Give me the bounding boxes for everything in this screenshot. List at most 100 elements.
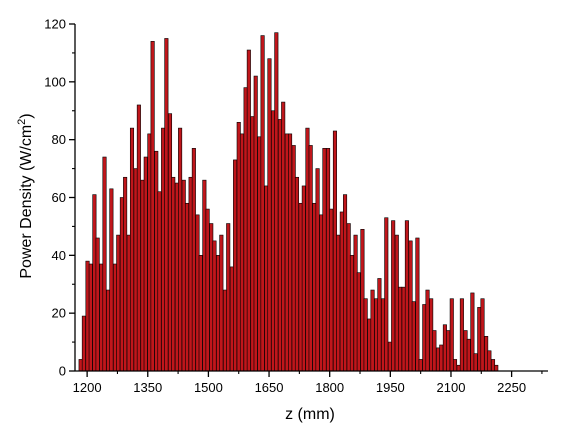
bar xyxy=(439,344,444,372)
bar xyxy=(294,176,299,372)
bar xyxy=(394,234,399,372)
bar xyxy=(143,156,148,372)
bar xyxy=(391,220,396,372)
bar xyxy=(404,220,409,372)
bar xyxy=(339,211,344,372)
bar xyxy=(246,49,251,372)
x-tick-label: 1350 xyxy=(133,380,162,395)
bar xyxy=(85,260,90,372)
bar xyxy=(216,255,221,372)
bar xyxy=(490,359,496,372)
bar xyxy=(305,127,310,372)
bar xyxy=(229,266,234,372)
bar xyxy=(446,330,451,372)
bar xyxy=(463,330,468,372)
y-tick-label: 60 xyxy=(52,190,66,205)
bar xyxy=(319,214,324,372)
bar xyxy=(267,58,272,372)
bar xyxy=(487,350,492,372)
bar xyxy=(205,208,210,372)
bar xyxy=(356,272,361,372)
bar xyxy=(277,119,282,372)
bar xyxy=(253,75,258,372)
bar xyxy=(78,359,83,372)
bar xyxy=(260,35,265,372)
bar xyxy=(136,104,141,372)
x-tick-label: 1800 xyxy=(315,380,344,395)
bar xyxy=(88,263,93,372)
y-tick-label: 100 xyxy=(44,74,66,89)
bar xyxy=(92,194,97,372)
bar xyxy=(301,185,306,372)
bar xyxy=(140,179,145,372)
bar xyxy=(209,223,214,372)
y-axis-title-main: Power Density (W/cm xyxy=(18,125,35,279)
bar xyxy=(298,202,303,372)
bar xyxy=(370,289,375,372)
bar xyxy=(415,237,420,372)
bar xyxy=(322,148,327,372)
bar xyxy=(147,133,152,372)
y-tick-label: 40 xyxy=(52,248,66,263)
bar xyxy=(332,130,337,372)
bar xyxy=(411,301,416,372)
bar xyxy=(329,208,334,372)
bar xyxy=(157,191,162,372)
bar xyxy=(425,289,430,372)
y-tick-label: 0 xyxy=(59,364,66,379)
bar xyxy=(363,298,368,372)
bar xyxy=(171,176,176,372)
bar xyxy=(367,318,372,372)
tick-marks xyxy=(69,23,543,377)
bar xyxy=(349,255,354,372)
bar xyxy=(102,156,107,372)
bar xyxy=(150,41,155,372)
bar xyxy=(456,364,461,372)
bar xyxy=(195,214,200,372)
x-tick-label: 2250 xyxy=(497,380,526,395)
y-tick-label: 20 xyxy=(52,306,66,321)
bar xyxy=(178,127,183,372)
bar xyxy=(264,185,269,372)
bar xyxy=(161,127,166,372)
bar-series xyxy=(78,32,499,372)
bar xyxy=(233,159,238,372)
bar xyxy=(315,168,320,372)
bar xyxy=(336,234,341,372)
bar xyxy=(123,176,128,372)
bar xyxy=(274,32,279,372)
bar xyxy=(250,116,255,372)
bar xyxy=(281,101,286,372)
bar xyxy=(239,133,244,372)
bar xyxy=(377,278,382,372)
bar xyxy=(442,324,447,372)
bar xyxy=(432,330,437,372)
y-axis-title: Power Density (W/cm2) xyxy=(16,113,35,278)
bar xyxy=(346,223,351,372)
tick-labels: 0 20 40 60 80 100 120 1200 1350 1500 1650 1800 1950 2… xyxy=(44,17,526,396)
bar xyxy=(436,347,441,372)
bar xyxy=(480,298,485,372)
y-tick-label: 80 xyxy=(52,132,66,147)
x-tick-label: 1650 xyxy=(255,380,284,395)
bar xyxy=(408,240,413,372)
x-tick-label: 2100 xyxy=(437,380,466,395)
bar xyxy=(81,315,86,372)
bar xyxy=(99,263,104,372)
bar xyxy=(167,113,173,372)
bar xyxy=(387,341,392,372)
bar xyxy=(181,179,186,372)
bar xyxy=(398,286,403,372)
bar xyxy=(95,237,100,372)
bar xyxy=(222,289,228,372)
bar xyxy=(129,127,135,372)
bar xyxy=(381,298,386,372)
bar xyxy=(288,133,293,372)
bar xyxy=(312,202,317,372)
bar xyxy=(154,150,159,372)
x-tick-label: 1950 xyxy=(376,380,405,395)
x-axis-title: z (mm) xyxy=(285,406,335,423)
bar xyxy=(226,223,231,372)
bar xyxy=(164,38,169,372)
